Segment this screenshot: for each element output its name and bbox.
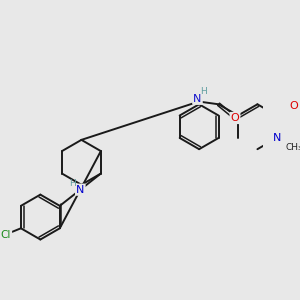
Text: H: H [200,88,207,97]
Text: N: N [76,185,85,195]
Text: N: N [193,94,202,104]
Text: N: N [273,133,281,143]
Text: CH₃: CH₃ [286,143,300,152]
Text: O: O [290,101,298,111]
Text: Cl: Cl [1,230,11,240]
Text: O: O [231,113,239,123]
Text: H: H [69,179,76,188]
